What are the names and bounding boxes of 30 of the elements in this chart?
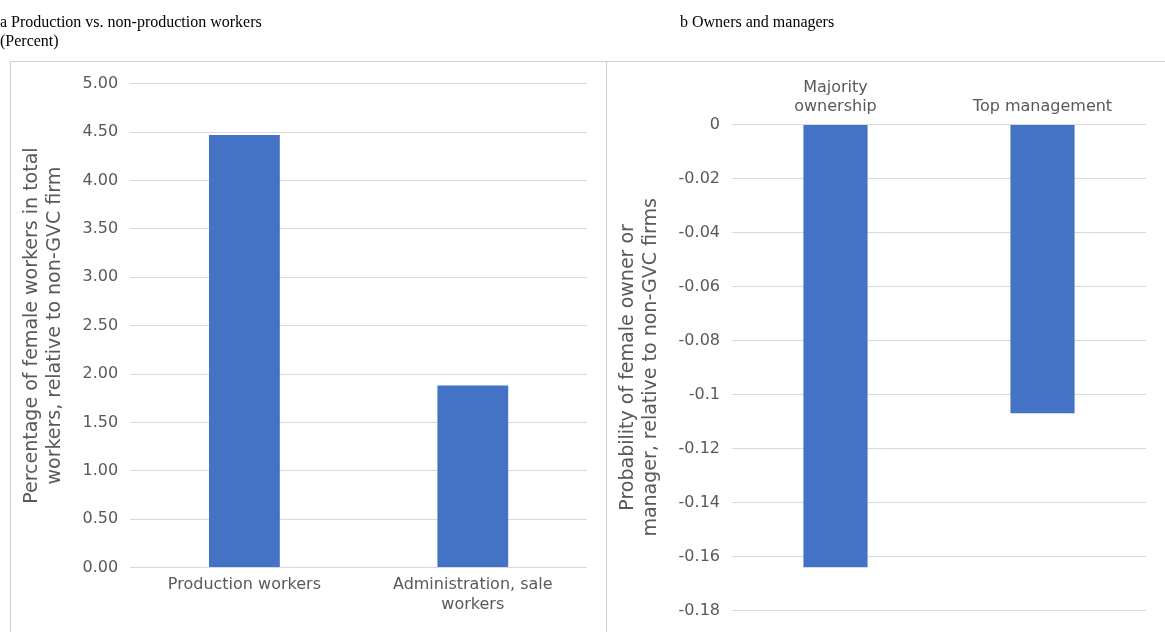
x-tick-label: Majority ownership <box>794 76 877 115</box>
y-tick-label: -0.04 <box>678 221 720 241</box>
y-tick-label: 4.00 <box>82 169 119 189</box>
y-tick-label: 5.00 <box>82 72 119 92</box>
y-tick-label: 0.00 <box>82 556 119 576</box>
y-tick-label: 0 <box>709 113 720 133</box>
y-tick-label: -0.12 <box>678 437 720 457</box>
y-tick-label: -0.1 <box>688 383 720 403</box>
y-tick-label: 3.50 <box>82 217 119 237</box>
y-axis-title: Percentage of female workers in total workers, relative to non-GVC firm <box>19 147 65 504</box>
y-tick-label: -0.16 <box>678 545 720 565</box>
y-tick-label: 1.00 <box>82 459 119 479</box>
y-tick-label: 2.50 <box>82 314 119 334</box>
chart-title: b Owners and managers <box>680 12 835 31</box>
y-tick-label: 3.00 <box>82 266 119 286</box>
y-tick-label: 0.50 <box>82 508 119 528</box>
y-tick-label: -0.18 <box>678 599 720 619</box>
x-tick-label: Production workers <box>167 574 321 594</box>
y-tick-label: -0.14 <box>678 491 720 511</box>
y-axis-title: Probability of female owner or manager, relative to non-GVC firms <box>615 198 661 537</box>
y-tick-label: 1.50 <box>82 411 119 431</box>
x-tick-label: Top management <box>971 95 1113 115</box>
chart-title: a Production vs. non-production workers <box>0 12 262 31</box>
y-tick-label: 4.50 <box>82 121 119 141</box>
y-tick-label: -0.02 <box>678 167 720 187</box>
y-tick-label: 2.00 <box>82 363 119 383</box>
y-tick-label: -0.06 <box>678 275 720 295</box>
x-tick-label: Administration, sale workers <box>392 574 553 613</box>
chart-subtitle: (Percent) <box>0 31 60 50</box>
y-tick-label: -0.08 <box>678 329 720 349</box>
